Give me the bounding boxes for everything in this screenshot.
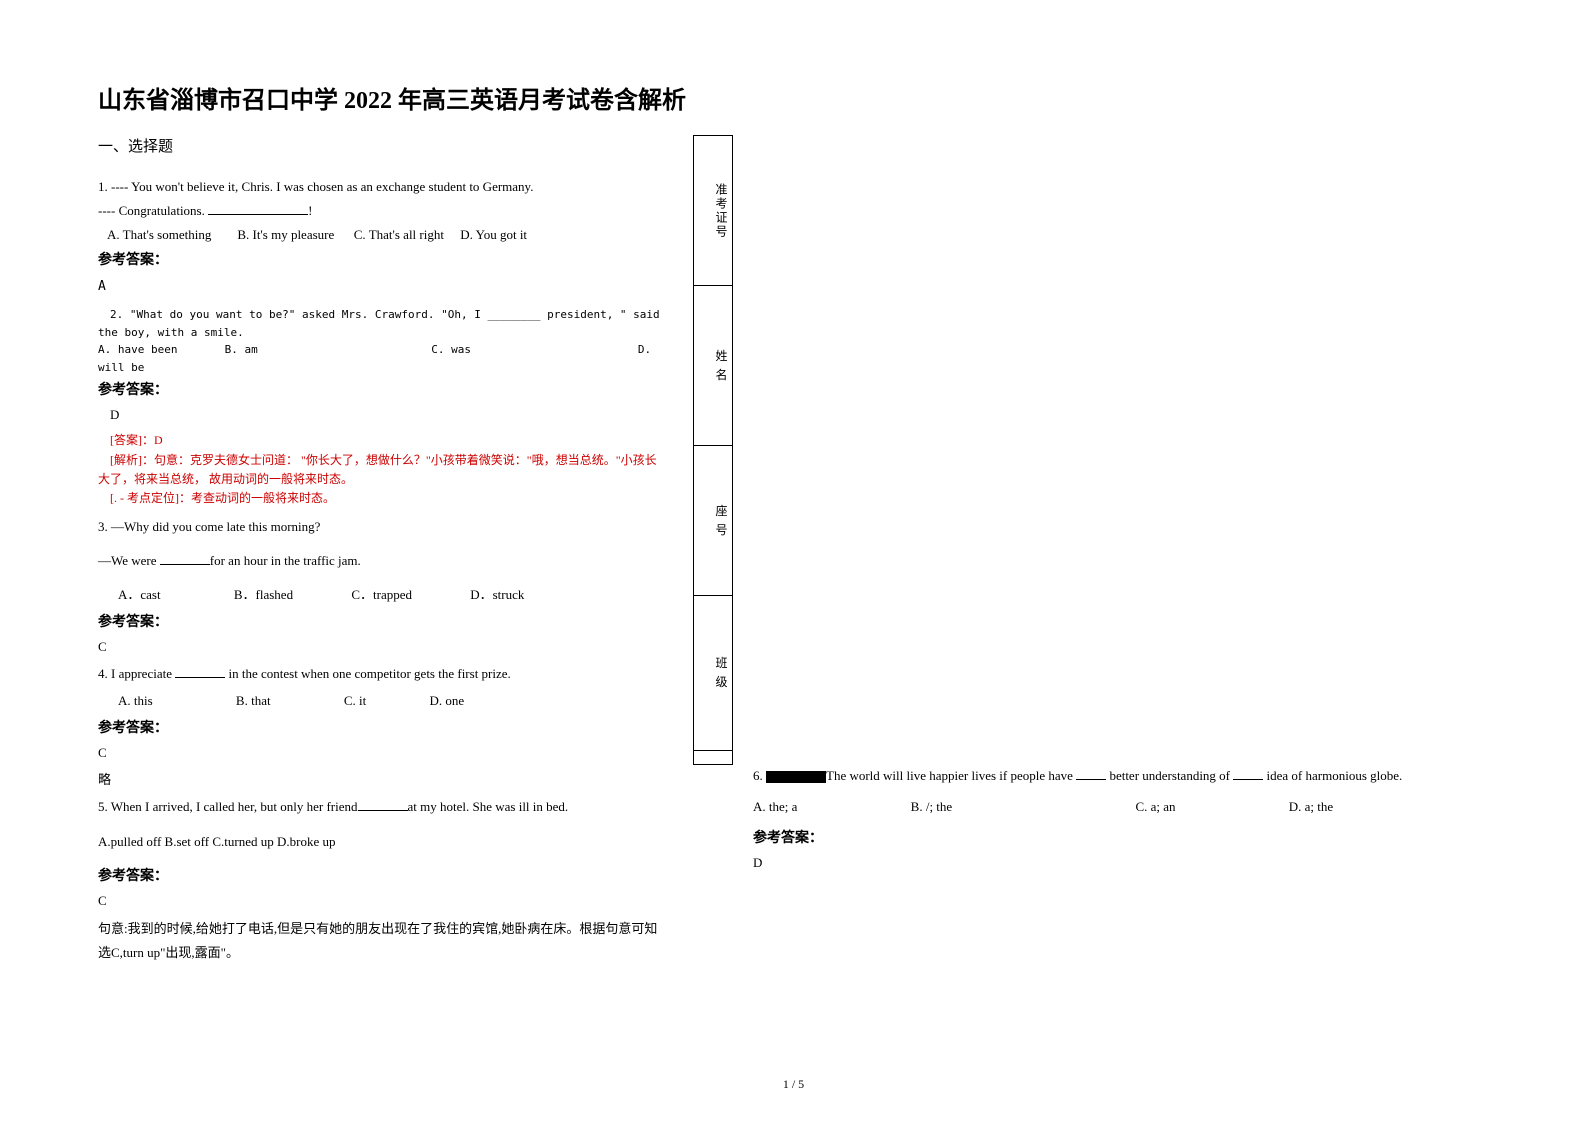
blank xyxy=(1233,767,1263,780)
q5-answer: C xyxy=(98,893,663,909)
q6-answer-label: 参考答案： xyxy=(753,827,1493,847)
form-box-name: 姓 名 xyxy=(693,285,733,445)
q6-line1d: idea of harmonious globe. xyxy=(1263,768,1402,783)
q5-line1-end: at my hotel. She was ill in bed. xyxy=(408,799,569,814)
q2-optb: B. am xyxy=(225,341,425,359)
q6-optd: D. a; the xyxy=(1289,799,1333,815)
q6-opta: A. the; a xyxy=(753,799,797,815)
q2-answer: D xyxy=(98,407,663,423)
q4-optb: B. that xyxy=(236,693,271,709)
q5-explain: 句意:我到的时候,给她打了电话,但是只有她的朋友出现在了我住的宾馆,她卧病在床。… xyxy=(98,917,663,966)
q1-line2-end: ! xyxy=(308,203,312,218)
form-box-end xyxy=(693,750,733,765)
q3-optb: B．flashed xyxy=(234,584,293,603)
blank xyxy=(160,552,210,565)
q3-line1: 3. —Why did you come late this morning? xyxy=(98,516,663,538)
q3-answer-label: 参考答案： xyxy=(98,611,663,631)
right-column: 准考证号 姓 名 座 号 班 级 6. The world will live … xyxy=(693,135,1489,968)
q6-options: A. the; a B. /; the C. a; an D. a; the xyxy=(753,799,1493,815)
section-1-heading: 一、选择题 xyxy=(98,135,663,156)
q3-opta: A．cast xyxy=(118,584,161,603)
q3-optc: C．trapped xyxy=(351,584,412,603)
q1-line1: 1. ---- You won't believe it, Chris. I w… xyxy=(98,176,663,198)
q1-line2-text: ---- Congratulations. xyxy=(98,203,208,218)
q3-options: A．cast B．flashed C．trapped D．struck xyxy=(98,584,663,603)
q6-line1c: better understanding of xyxy=(1106,768,1233,783)
q4-optc: C. it xyxy=(344,693,366,709)
q3-line2: —We were for an hour in the traffic jam. xyxy=(98,550,663,572)
q2-optc: C. was xyxy=(431,341,631,359)
q2-answer-label: 参考答案： xyxy=(98,379,663,399)
q6-optb: B. /; the xyxy=(911,799,953,815)
q5-options: A.pulled off B.set off C.turned up D.bro… xyxy=(98,831,663,853)
q1-answer-label: 参考答案： xyxy=(98,249,663,269)
q4-line1-a: 4. I appreciate xyxy=(98,666,175,681)
q3-line2-text: —We were xyxy=(98,553,160,568)
q1-options: A. That's something B. It's my pleasure … xyxy=(98,224,663,246)
page-title: 山东省淄博市召口中学 2022 年高三英语月考试卷含解析 xyxy=(98,80,1489,115)
q2-exp1: [答案]：D xyxy=(98,431,663,450)
form-label-seat: 座 号 xyxy=(713,504,730,537)
q5-line1: 5. When I arrived, I called her, but onl… xyxy=(98,796,663,818)
form-box-class: 班 级 xyxy=(693,595,733,750)
q6-line1: 6. The world will live happier lives if … xyxy=(753,765,1493,787)
q3-answer: C xyxy=(98,639,663,655)
form-box-seat: 座 号 xyxy=(693,445,733,595)
blank xyxy=(175,665,225,678)
q5-answer-label: 参考答案： xyxy=(98,865,663,885)
q5-line1-a: 5. When I arrived, I called her, but onl… xyxy=(98,799,358,814)
q4-optd: D. one xyxy=(430,693,465,709)
blank xyxy=(358,798,408,811)
left-column: 一、选择题 1. ---- You won't believe it, Chri… xyxy=(98,135,663,968)
form-label-name: 姓 名 xyxy=(713,349,730,382)
q4-answer: C xyxy=(98,745,663,761)
blank xyxy=(208,202,308,215)
q4-line1: 4. I appreciate in the contest when one … xyxy=(98,663,663,685)
q6-optc: C. a; an xyxy=(1135,799,1175,815)
q4-answer-label: 参考答案： xyxy=(98,717,663,737)
q6: 6. The world will live happier lives if … xyxy=(753,765,1493,879)
q6-line1b: The world will live happier lives if peo… xyxy=(826,768,1076,783)
q3-line2-end: for an hour in the traffic jam. xyxy=(210,553,361,568)
q2-exp2: [解析]：句意：克罗夫德女士问道： "你长大了，想做什么？"小孩带着微笑说："哦… xyxy=(98,451,663,489)
q1-line2: ---- Congratulations. ! xyxy=(98,200,663,222)
q4-options: A. this B. that C. it D. one xyxy=(98,693,663,709)
q4-opta: A. this xyxy=(118,693,153,709)
q4-slug: 略 xyxy=(98,769,663,788)
q2-opta: A. have been xyxy=(98,341,218,359)
q6-num: 6. xyxy=(753,768,766,783)
form-label-class: 班 级 xyxy=(713,657,730,690)
q2-options: A. have been B. am C. was D. will be xyxy=(98,341,663,376)
q2-exp3: [. - 考点定位]：考查动词的一般将来时态。 xyxy=(98,489,663,508)
q2-line1: 2. "What do you want to be?" asked Mrs. … xyxy=(98,306,663,341)
q1-answer: A xyxy=(98,277,663,298)
redacted-block xyxy=(766,771,826,783)
q6-answer: D xyxy=(753,855,1493,871)
blank xyxy=(1076,767,1106,780)
q4-line1-end: in the contest when one competitor gets … xyxy=(225,666,511,681)
form-box-exam-id: 准考证号 xyxy=(693,135,733,285)
page-number: 1 / 5 xyxy=(783,1077,804,1092)
form-label-exam-id: 准考证号 xyxy=(713,183,730,239)
q3-optd: D．struck xyxy=(470,584,524,603)
